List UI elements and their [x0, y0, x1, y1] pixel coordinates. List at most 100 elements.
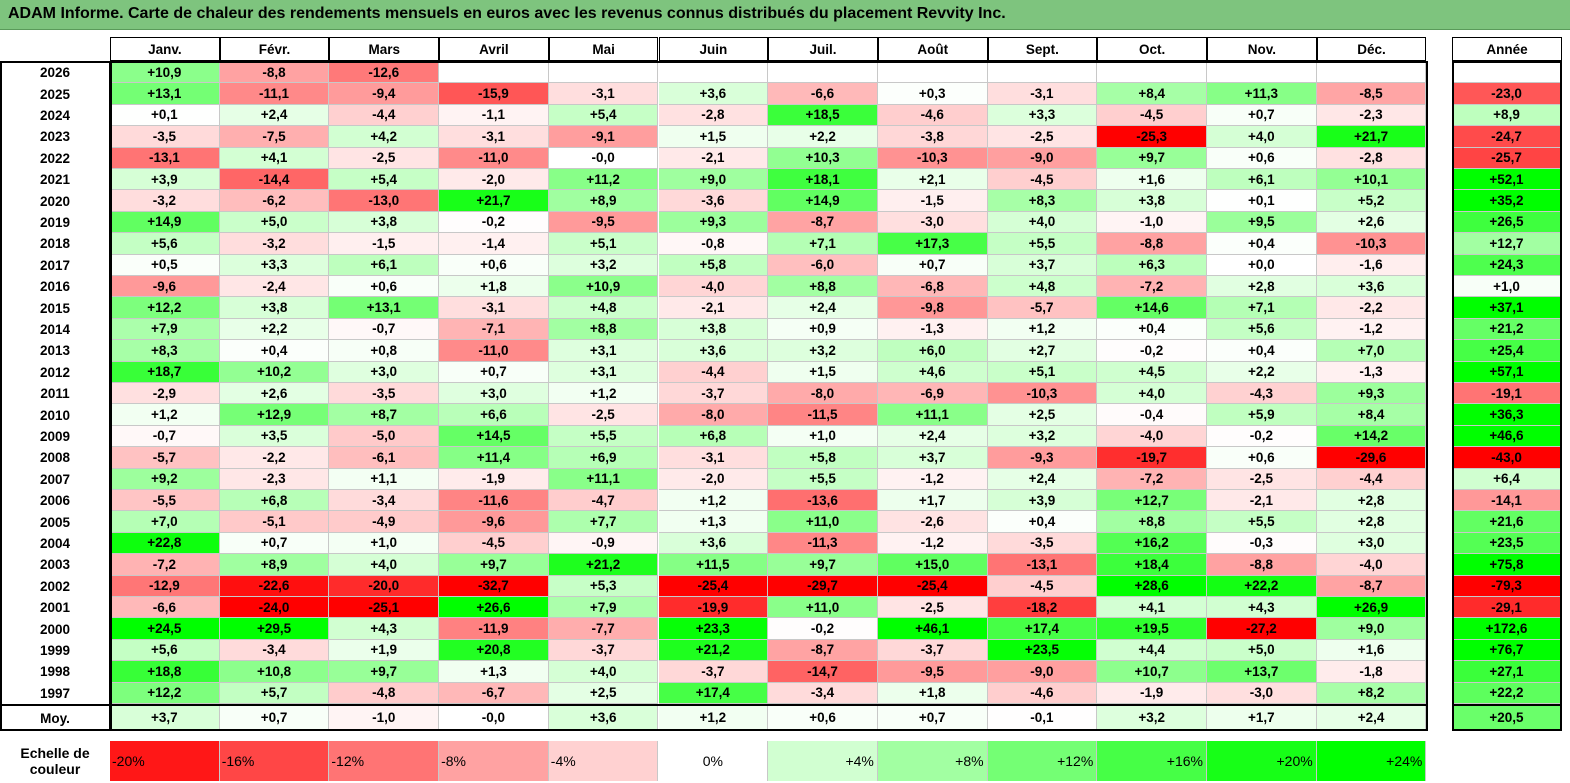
year-label: 2009 [39, 428, 71, 444]
heatmap-cell: +1,8 [877, 682, 988, 704]
heatmap-cell: +4,1 [219, 147, 330, 169]
year-total-cell: +6,4 [1452, 468, 1562, 490]
heatmap-cell: +5,7 [219, 682, 330, 704]
heatmap-cell: -7,2 [1097, 468, 1207, 490]
average-cell: +3,7 [110, 706, 220, 730]
heatmap-cell: +3,8 [658, 318, 769, 341]
heatmap-cell: -9,6 [110, 276, 220, 298]
heatmap-cell: -4,4 [658, 361, 769, 383]
heatmap-cell: -0,3 [1207, 532, 1317, 555]
year-total-cell: +12,7 [1452, 233, 1562, 255]
heatmap-cell: -3,5 [110, 126, 220, 148]
heatmap-cell: +21,2 [548, 554, 659, 576]
year-label: 2003 [39, 557, 71, 573]
heatmap-cell: +18,8 [110, 661, 220, 683]
year-label: 2025 [39, 86, 71, 102]
heatmap-cell: -3,7 [658, 661, 769, 683]
heatmap-cell: +1,3 [658, 511, 769, 533]
heatmap-cell: +2,5 [548, 682, 659, 704]
heatmap-cell: +0,4 [1097, 318, 1207, 341]
heatmap-cell: -11,6 [439, 490, 549, 512]
heatmap-cell: +3,3 [987, 104, 1098, 127]
heatmap-cell: +7,0 [1316, 340, 1427, 362]
year-label: 2021 [39, 172, 71, 188]
heatmap-cell: -4,7 [548, 490, 659, 512]
heatmap-cell: -3,2 [110, 190, 220, 212]
year-label: 1997 [39, 685, 71, 701]
heatmap-cell: +3,6 [658, 532, 769, 555]
heatmap-cell: -1,3 [1316, 361, 1427, 383]
heatmap-cell: -0,2 [768, 618, 878, 640]
heatmap-cell: +4,8 [548, 297, 659, 319]
scale-label: Echelle de couleur [0, 741, 110, 781]
heatmap-cell [439, 62, 549, 84]
heatmap-cell: -0,7 [329, 318, 440, 341]
heatmap-cell: +12,2 [110, 682, 220, 704]
heatmap-cell: -13,0 [329, 190, 440, 212]
heatmap-cell: -19,9 [658, 597, 769, 619]
heatmap-cell: +11,3 [1207, 83, 1317, 105]
heatmap-cell: -9,1 [548, 126, 659, 148]
heatmap-cell: +9,7 [768, 554, 878, 576]
average-cell: +0,6 [768, 706, 878, 730]
heatmap-cell: +8,2 [1316, 682, 1427, 704]
heatmap-cell: +1,9 [329, 639, 440, 662]
year-total-cell: -79,3 [1452, 575, 1562, 597]
heatmap-cell: +5,5 [987, 233, 1098, 255]
scale-label-line2: couleur [29, 761, 81, 777]
heatmap-cell: -3,1 [439, 126, 549, 148]
heatmap-cell: +26,6 [439, 597, 549, 619]
heatmap-cell: -3,7 [548, 639, 659, 662]
month-header: Mars [329, 37, 440, 61]
year-total-cell: +26,5 [1452, 211, 1562, 234]
average-cell: +0,7 [219, 706, 330, 730]
scale-swatch: -8% [439, 741, 549, 781]
heatmap-cell: +7,7 [548, 511, 659, 533]
heatmap-cell: -11,0 [439, 340, 549, 362]
heatmap-cell: -3,1 [658, 447, 769, 469]
heatmap-cell: -11,3 [768, 532, 878, 555]
heatmap-cell: -7,2 [110, 554, 220, 576]
heatmap-cell: +0,4 [219, 340, 330, 362]
heatmap-cell: +8,8 [548, 318, 659, 341]
heatmap-cell: +18,4 [1097, 554, 1207, 576]
heatmap-cell: +13,1 [329, 297, 440, 319]
heatmap-cell: +22,8 [110, 532, 220, 555]
heatmap-cell: -25,4 [658, 575, 769, 597]
heatmap-cell: +0,9 [768, 318, 878, 341]
heatmap-cell: -4,0 [658, 276, 769, 298]
heatmap-cell: +21,7 [439, 190, 549, 212]
year-total-cell: +23,5 [1452, 532, 1562, 555]
heatmap-cell: +7,9 [110, 318, 220, 341]
heatmap-cell: +10,8 [219, 661, 330, 683]
year-total-cell: +172,6 [1452, 618, 1562, 640]
average-cell: +1,7 [1207, 706, 1317, 730]
heatmap-cell: -9,4 [329, 83, 440, 105]
heatmap-cell: -8,7 [768, 211, 878, 234]
heatmap-cell: -9,8 [877, 297, 988, 319]
heatmap-cell: +9,7 [1097, 147, 1207, 169]
year-label: 2018 [39, 236, 71, 252]
year-label: 1998 [39, 664, 71, 680]
heatmap-cell: -0,8 [658, 233, 769, 255]
heatmap-cell: -2,5 [329, 147, 440, 169]
average-separator-year [1452, 704, 1562, 706]
heatmap-cell: +4,0 [548, 661, 659, 683]
heatmap-cell: +5,8 [768, 447, 878, 469]
heatmap-cell: +0,6 [329, 276, 440, 298]
heatmap-cell: +13,7 [1207, 661, 1317, 683]
heatmap-cell: +23,3 [658, 618, 769, 640]
year-total-cell: +36,3 [1452, 404, 1562, 426]
month-header: Mai [548, 37, 659, 61]
heatmap-cell: +5,1 [987, 361, 1098, 383]
year-total-cell: -14,1 [1452, 490, 1562, 512]
heatmap-cell: -1,5 [877, 190, 988, 212]
heatmap-cell: -11,1 [219, 83, 330, 105]
heatmap-cell: -6,6 [110, 597, 220, 619]
heatmap-cell: -2,6 [877, 511, 988, 533]
heatmap-cell: -14,4 [219, 169, 330, 191]
heatmap-cell: -4,4 [329, 104, 440, 127]
heatmap-cell: +3,8 [329, 211, 440, 234]
heatmap-cell: -1,9 [1097, 682, 1207, 704]
heatmap-cell: +1,2 [658, 490, 769, 512]
